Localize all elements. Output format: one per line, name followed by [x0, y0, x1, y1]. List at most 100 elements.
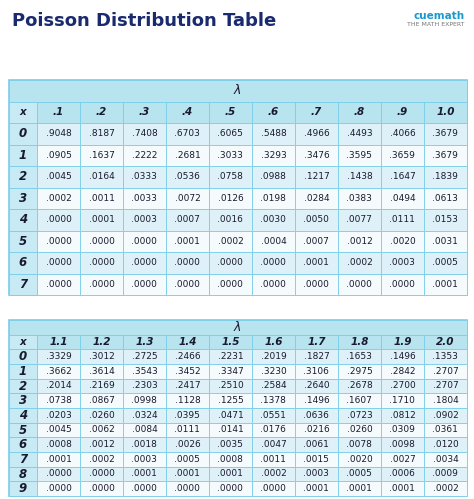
Text: .0000: .0000 [46, 470, 72, 479]
Text: .0309: .0309 [390, 426, 415, 435]
Text: .2231: .2231 [218, 352, 243, 361]
Bar [123, 209, 166, 231]
Text: .0141: .0141 [218, 426, 243, 435]
Text: .9: .9 [397, 107, 408, 117]
Bar [338, 335, 381, 349]
Bar [381, 452, 424, 467]
Text: .0003: .0003 [303, 470, 329, 479]
Text: .0001: .0001 [390, 484, 415, 493]
Bar [295, 209, 338, 231]
Text: .3033: .3033 [218, 151, 243, 160]
Bar [166, 188, 209, 209]
Text: .0260: .0260 [89, 411, 114, 420]
Bar [381, 423, 424, 437]
Text: .0002: .0002 [218, 237, 243, 246]
Bar [295, 188, 338, 209]
Text: .2700: .2700 [390, 382, 415, 391]
Text: .0324: .0324 [132, 411, 157, 420]
Bar [252, 123, 295, 145]
Text: .2707: .2707 [432, 367, 458, 376]
Text: .4066: .4066 [390, 129, 415, 138]
Bar [295, 452, 338, 467]
Text: .0000: .0000 [46, 237, 72, 246]
Bar [381, 166, 424, 188]
Bar [252, 188, 295, 209]
Bar [9, 423, 37, 437]
Text: .1827: .1827 [303, 352, 329, 361]
Text: .3679: .3679 [432, 129, 458, 138]
Bar [37, 423, 80, 437]
Bar [252, 437, 295, 452]
Bar [381, 145, 424, 166]
Text: .3679: .3679 [432, 151, 458, 160]
Text: .0126: .0126 [218, 194, 243, 203]
Bar [338, 209, 381, 231]
Text: .4966: .4966 [303, 129, 329, 138]
Bar [37, 231, 80, 252]
Text: .0000: .0000 [218, 484, 243, 493]
Bar [9, 393, 37, 408]
Bar [37, 482, 80, 496]
Bar [209, 252, 252, 273]
Text: 2: 2 [18, 170, 27, 183]
Text: .0000: .0000 [89, 258, 114, 267]
Text: 1.3: 1.3 [135, 337, 154, 347]
Bar [80, 101, 123, 123]
Bar [166, 273, 209, 295]
Text: 9: 9 [18, 482, 27, 495]
Text: .5: .5 [225, 107, 236, 117]
Text: .0361: .0361 [432, 426, 458, 435]
Text: .0000: .0000 [89, 280, 114, 289]
Bar [338, 364, 381, 379]
Text: .1353: .1353 [432, 352, 458, 361]
Text: .1647: .1647 [390, 172, 415, 181]
Bar [381, 379, 424, 393]
Text: .0000: .0000 [303, 280, 329, 289]
Bar [338, 145, 381, 166]
Bar [424, 252, 467, 273]
Text: 3: 3 [18, 394, 27, 407]
Text: .0120: .0120 [432, 440, 458, 449]
Bar [123, 335, 166, 349]
Text: .0867: .0867 [89, 396, 114, 405]
Text: .0030: .0030 [261, 215, 286, 224]
Text: .0000: .0000 [174, 280, 201, 289]
Bar [424, 349, 467, 364]
Bar [295, 393, 338, 408]
Bar [37, 349, 80, 364]
Bar [123, 364, 166, 379]
Text: .0001: .0001 [89, 215, 114, 224]
Text: .0001: .0001 [131, 470, 157, 479]
Bar [424, 145, 467, 166]
Bar [209, 209, 252, 231]
Bar [166, 408, 209, 423]
Text: .3347: .3347 [218, 367, 243, 376]
Text: .1496: .1496 [303, 396, 329, 405]
Bar [9, 123, 37, 145]
Bar [37, 145, 80, 166]
Bar [209, 452, 252, 467]
Text: .8187: .8187 [89, 129, 114, 138]
Bar [252, 231, 295, 252]
Bar [209, 145, 252, 166]
Text: .3595: .3595 [346, 151, 373, 160]
Bar [252, 482, 295, 496]
Bar [80, 408, 123, 423]
Bar [252, 408, 295, 423]
Bar [37, 252, 80, 273]
Text: .0002: .0002 [346, 258, 372, 267]
Text: .0000: .0000 [174, 484, 201, 493]
Text: THE MATH EXPERT: THE MATH EXPERT [407, 22, 465, 27]
Bar [252, 393, 295, 408]
Bar [123, 252, 166, 273]
Text: .1804: .1804 [432, 396, 458, 405]
Text: .0494: .0494 [390, 194, 415, 203]
Bar [166, 349, 209, 364]
Text: .0072: .0072 [174, 194, 201, 203]
Text: .0000: .0000 [131, 237, 157, 246]
Bar [424, 423, 467, 437]
Bar [80, 364, 123, 379]
Text: .0000: .0000 [46, 484, 72, 493]
Bar [295, 123, 338, 145]
Bar [80, 482, 123, 496]
